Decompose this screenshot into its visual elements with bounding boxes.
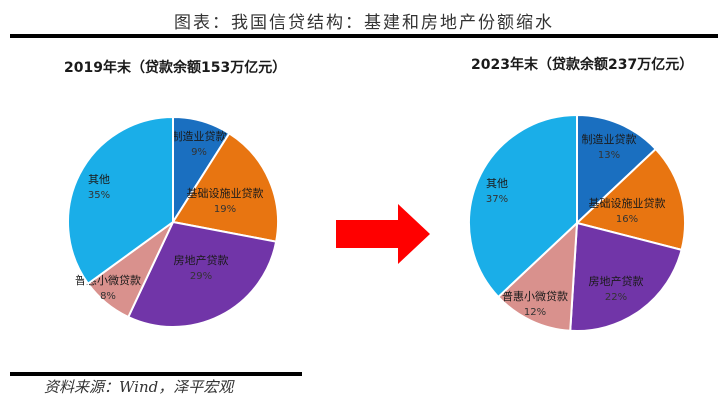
top-rule	[10, 34, 718, 38]
slice-label: 房地产贷款	[174, 253, 229, 267]
pie-slice	[468, 113, 578, 299]
slice-percent: 8%	[100, 291, 116, 302]
source-note: 资料来源：Wind，泽平宏观	[44, 378, 234, 396]
slice-percent: 35%	[88, 190, 110, 201]
slice-percent: 13%	[598, 150, 620, 161]
slice-percent: 29%	[190, 271, 212, 282]
slice-percent: 37%	[486, 194, 508, 205]
pie-2023-title: 2023年末（贷款余额237万亿元）	[471, 57, 694, 73]
pie-slice	[576, 113, 658, 226]
arrow-right-icon	[336, 204, 430, 264]
bottom-rule	[10, 372, 302, 376]
slice-percent: 22%	[605, 292, 627, 303]
slice-label: 普惠小微贷款	[502, 289, 568, 303]
slice-label: 制造业贷款	[172, 129, 227, 143]
slice-label: 基础设施业贷款	[589, 196, 666, 210]
pie-2023: 制造业贷款 13% 基础设施业贷款 16% 房地产贷款 22% 普惠小微贷款 12% 其他 37%	[468, 113, 686, 332]
pie-slice	[171, 131, 279, 243]
pie-slice	[569, 221, 683, 332]
slice-percent: 12%	[524, 307, 546, 318]
slice-label: 房地产贷款	[589, 274, 644, 288]
slice-label: 其他	[486, 177, 508, 190]
pie-slice	[496, 220, 579, 332]
slice-percent: 19%	[214, 204, 236, 215]
slice-label: 基础设施业贷款	[187, 186, 264, 200]
figure-title: 图表：我国信贷结构：基建和房地产份额缩水	[174, 13, 554, 33]
slice-percent: 9%	[191, 147, 207, 158]
slice-label: 制造业贷款	[582, 132, 637, 146]
slice-label: 其他	[88, 173, 110, 186]
slice-percent: 16%	[616, 214, 638, 225]
pie-slice	[67, 115, 174, 286]
pie-slice	[126, 220, 278, 328]
pie-2019-title: 2019年末（贷款余额153万亿元）	[64, 60, 287, 76]
pie-slice	[574, 147, 686, 252]
